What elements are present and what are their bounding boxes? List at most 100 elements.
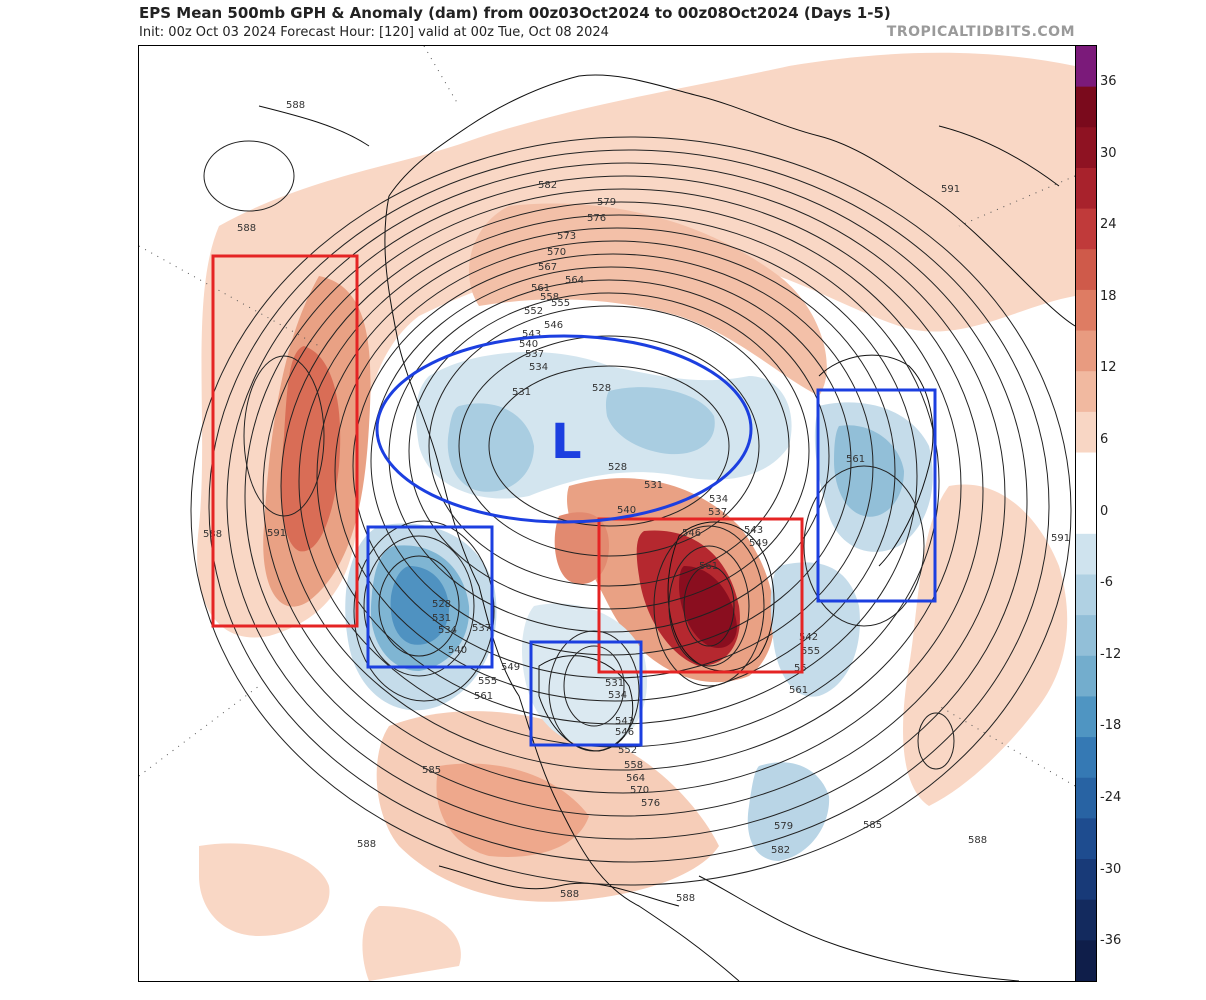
contour-label: 564 bbox=[626, 773, 645, 784]
colorbar-tick-label: 18 bbox=[1100, 288, 1117, 304]
colorbar-swatch bbox=[1076, 655, 1096, 697]
polar-vortex-ellipse bbox=[375, 334, 753, 524]
colorbar-swatch bbox=[1076, 371, 1096, 413]
contour-label: 588 bbox=[676, 893, 695, 904]
colorbar-swatch bbox=[1076, 737, 1096, 779]
colorbar-tick-label: 0 bbox=[1100, 503, 1109, 519]
contour-label: 534 bbox=[709, 494, 728, 505]
contour-label: 588 bbox=[357, 839, 376, 850]
colorbar-swatch bbox=[1076, 818, 1096, 860]
contour-label: 534 bbox=[529, 362, 548, 373]
contour-label: 582 bbox=[771, 845, 790, 856]
contour-label: 576 bbox=[587, 213, 606, 224]
contour-label: 558 bbox=[624, 760, 643, 771]
contour-label: 576 bbox=[641, 798, 660, 809]
contour-label: 543 bbox=[744, 525, 763, 536]
map-title: EPS Mean 500mb GPH & Anomaly (dam) from … bbox=[139, 4, 891, 22]
height-contours bbox=[190, 136, 1072, 886]
contour-label: 567 bbox=[538, 262, 557, 273]
colorbar-swatch bbox=[1076, 533, 1096, 575]
contour-label: 591 bbox=[941, 184, 960, 195]
colorbar-swatch bbox=[1076, 249, 1096, 291]
contour-label: 585 bbox=[863, 820, 882, 831]
colorbar-swatch bbox=[1076, 777, 1096, 819]
contour-label: 585 bbox=[422, 765, 441, 776]
contour-label: 588 bbox=[968, 835, 987, 846]
colorbar-tick-label: -24 bbox=[1100, 790, 1122, 805]
contour-label: 531 bbox=[605, 678, 624, 689]
contour-label: 588 bbox=[237, 223, 256, 234]
contour-label: 591 bbox=[267, 528, 286, 539]
ridge-highlight-box-greenland bbox=[597, 517, 804, 674]
contour-label: 588 bbox=[560, 889, 579, 900]
contour-label: 570 bbox=[547, 247, 566, 258]
colorbar-swatches bbox=[1076, 46, 1096, 981]
colorbar-swatch bbox=[1076, 452, 1096, 494]
contour-label: 540 bbox=[448, 645, 467, 656]
map-panel: 588 588 591 588 582 579 576 573 570 567 564 561 558 5… bbox=[138, 45, 1076, 982]
contour-label: 537 bbox=[708, 507, 727, 518]
colorbar-swatch bbox=[1076, 574, 1096, 616]
contour-label: 55 bbox=[794, 663, 807, 674]
contour-label: 579 bbox=[597, 197, 616, 208]
colorbar-swatch bbox=[1076, 46, 1096, 88]
ridge-highlight-box-west bbox=[211, 254, 359, 628]
highlight-boxes bbox=[211, 254, 937, 747]
colorbar-swatch bbox=[1076, 86, 1096, 128]
contour-label: 540 bbox=[519, 339, 538, 350]
colorbar-swatch bbox=[1076, 899, 1096, 941]
colorbar-swatch bbox=[1076, 940, 1096, 981]
contour-label: 546 bbox=[544, 320, 563, 331]
contour-label: 537 bbox=[472, 623, 491, 634]
contour-label: 537 bbox=[525, 349, 544, 360]
contour-label: 543 bbox=[522, 329, 541, 340]
graticule bbox=[139, 46, 1075, 787]
contour-label: 561 bbox=[789, 685, 808, 696]
colorbar-tick-label: 36 bbox=[1100, 74, 1117, 89]
contour-label: 588 bbox=[286, 100, 305, 111]
colorbar-tick-label: -6 bbox=[1100, 575, 1113, 591]
trough-highlight-box-alaska bbox=[366, 525, 494, 669]
contour-label: 540 bbox=[617, 505, 636, 516]
contour-label: 546 bbox=[615, 727, 634, 738]
colorbar-swatch bbox=[1076, 289, 1096, 332]
colorbar bbox=[1075, 45, 1097, 982]
contour-label: 531 bbox=[644, 480, 663, 491]
contour-label: 549 bbox=[749, 538, 768, 549]
contour-label: 546 bbox=[682, 528, 701, 539]
trough-highlight-box-hudson bbox=[529, 640, 643, 747]
colorbar-tick-label: -18 bbox=[1100, 718, 1122, 734]
contour-label: 555 bbox=[551, 298, 570, 309]
contour-label: 561 bbox=[699, 561, 718, 572]
colorbar-swatch bbox=[1076, 696, 1096, 738]
contour-label: 579 bbox=[774, 821, 793, 832]
contour-label: 531 bbox=[432, 613, 451, 624]
contour-label: 558 bbox=[540, 292, 559, 303]
contour-label: 543 bbox=[615, 716, 634, 727]
contour-label: 528 bbox=[432, 599, 451, 610]
colorbar-swatch bbox=[1076, 493, 1096, 535]
contour-label: 555 bbox=[801, 646, 820, 657]
contour-label: 570 bbox=[630, 785, 649, 796]
colorbar-tick-label: 30 bbox=[1100, 145, 1117, 161]
contour-label: 552 bbox=[524, 306, 543, 317]
colorbar-swatch bbox=[1076, 615, 1096, 657]
colorbar-swatch bbox=[1076, 167, 1096, 210]
contour-label: 555 bbox=[478, 676, 497, 687]
contour-label: 534 bbox=[608, 690, 627, 701]
contour-label: 552 bbox=[618, 745, 637, 756]
contour-label: 582 bbox=[538, 180, 557, 191]
contour-label: 534 bbox=[438, 625, 457, 636]
colorbar-tick-label: -36 bbox=[1100, 933, 1122, 949]
map-subtitle: Init: 00z Oct 03 2024 Forecast Hour: [12… bbox=[139, 25, 609, 40]
colorbar-swatch bbox=[1076, 411, 1096, 454]
colorbar-tick-label: 12 bbox=[1100, 360, 1117, 376]
contour-label: 564 bbox=[565, 275, 584, 286]
contour-labels: 5885885915885825795765735705675645615585… bbox=[203, 100, 1070, 904]
colorbar-tick-label: -12 bbox=[1100, 646, 1122, 662]
contour-label: 561 bbox=[531, 283, 550, 294]
negative-anomaly-shading bbox=[345, 352, 933, 861]
contour-label: 573 bbox=[557, 231, 576, 242]
map-canvas: 5885885915885825795765735705675645615585… bbox=[139, 46, 1075, 981]
contour-label: 549 bbox=[501, 662, 520, 673]
